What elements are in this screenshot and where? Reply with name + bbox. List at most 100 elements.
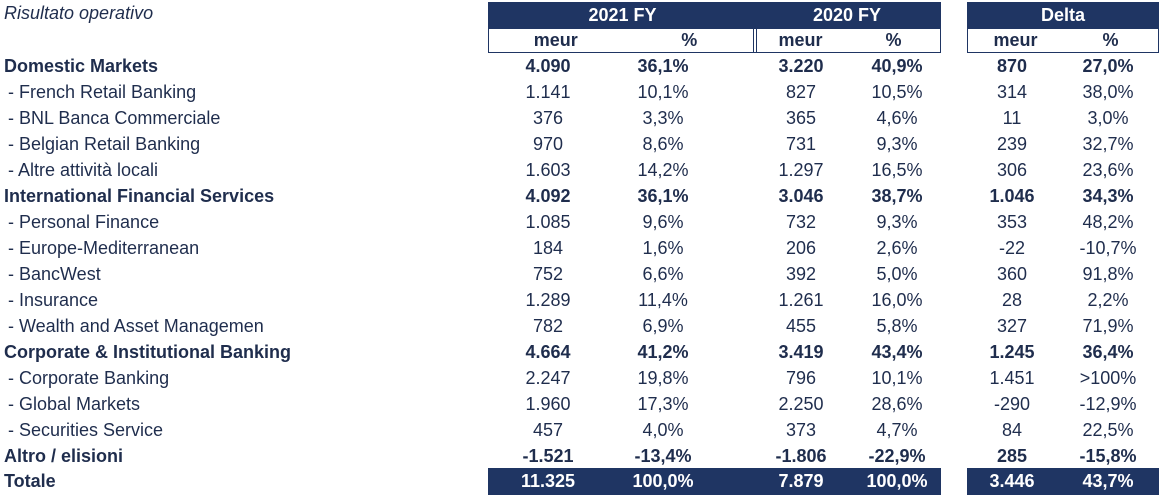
cell-pct: 16,0% <box>871 290 923 310</box>
cell-pct: 16,5% <box>871 160 923 180</box>
cell-pct: 4,6% <box>876 108 918 128</box>
cell-meur: 306 <box>996 160 1028 180</box>
cell-pct: 2,6% <box>876 238 918 258</box>
col-pct-2020: % <box>885 30 902 50</box>
cell-meur: 3.419 <box>778 342 824 362</box>
cell-pct: -15,8% <box>1079 446 1137 466</box>
cell-pct: 100,0% <box>866 471 928 491</box>
row-label: - Wealth and Asset Managemen <box>8 316 264 336</box>
cell-meur: 1.297 <box>778 160 824 180</box>
cell-meur: 3.446 <box>989 471 1035 491</box>
row-label: International Financial Services <box>4 186 275 206</box>
section-row: Domestic Markets 4.090 36,1% 3.220 40,9% 870 2… <box>0 53 1161 79</box>
cell-meur: 84 <box>1001 420 1023 440</box>
cell-meur: 28 <box>1001 290 1023 310</box>
table-row: - BNL Banca Commerciale 376 3,3% 365 4,6% 11 3… <box>0 105 1161 131</box>
cell-meur: 314 <box>996 82 1028 102</box>
cell-pct: 43,4% <box>871 342 923 362</box>
cell-meur: 752 <box>532 264 564 284</box>
row-label: - Global Markets <box>8 394 141 414</box>
cell-pct: 71,9% <box>1082 316 1134 336</box>
cell-pct: 38,0% <box>1082 82 1134 102</box>
cell-meur: -1.806 <box>775 446 827 466</box>
cell-meur: 392 <box>785 264 817 284</box>
table-row: - Corporate Banking 2.247 19,8% 796 10,1% 1.4… <box>0 365 1161 391</box>
row-label: Domestic Markets <box>4 56 159 76</box>
row-label: Totale <box>4 471 56 491</box>
col-pct-delta: % <box>1102 30 1119 50</box>
cell-pct: -22,9% <box>868 446 926 466</box>
header-2021-fy: 2021 FY <box>488 2 757 29</box>
row-label: - French Retail Banking <box>8 82 197 102</box>
col-meur-delta: meur <box>993 30 1038 50</box>
cell-meur: 731 <box>785 134 817 154</box>
section-row: Altro / elisioni -1.521 -13,4% -1.806 -22,9%… <box>0 443 1161 469</box>
cell-pct: 100,0% <box>632 471 694 491</box>
cell-pct: 34,3% <box>1082 186 1134 206</box>
cell-meur: 353 <box>996 212 1028 232</box>
table-row: - BancWest 752 6,6% 392 5,0% 360 91,8% <box>0 261 1161 287</box>
cell-meur: 1.085 <box>525 212 571 232</box>
cell-meur: 4.092 <box>525 186 571 206</box>
col-pct-2021: % <box>681 30 698 50</box>
cell-pct: -13,4% <box>634 446 692 466</box>
cell-meur: 239 <box>996 134 1028 154</box>
cell-meur: 1.451 <box>989 368 1035 388</box>
cell-meur: 970 <box>532 134 564 154</box>
row-label: - Insurance <box>8 290 99 310</box>
cell-pct: 91,8% <box>1082 264 1134 284</box>
cell-meur: 1.289 <box>525 290 571 310</box>
cell-meur: 3.220 <box>778 56 824 76</box>
cell-meur: 4.664 <box>525 342 571 362</box>
cell-pct: 32,7% <box>1082 134 1134 154</box>
col-meur-2020: meur <box>778 30 823 50</box>
cell-meur: 206 <box>785 238 817 258</box>
cell-pct: 28,6% <box>871 394 923 414</box>
row-label: - BNL Banca Commerciale <box>8 108 221 128</box>
header-delta: Delta <box>967 2 1159 29</box>
cell-pct: 5,0% <box>876 264 918 284</box>
cell-pct: 38,7% <box>871 186 923 206</box>
cell-meur: 376 <box>532 108 564 128</box>
cell-meur: 1.245 <box>989 342 1035 362</box>
total-bar-2020 <box>753 468 941 495</box>
cell-pct: 9,3% <box>876 212 918 232</box>
table-row: - Wealth and Asset Managemen 782 6,9% 455 5,… <box>0 313 1161 339</box>
cell-meur: 11 <box>1002 108 1022 128</box>
cell-meur: 457 <box>532 420 564 440</box>
cell-meur: 1.046 <box>989 186 1035 206</box>
cell-pct: 2,2% <box>1087 290 1129 310</box>
cell-meur: 782 <box>532 316 564 336</box>
cell-pct: 10,1% <box>871 368 923 388</box>
cell-pct: 48,2% <box>1082 212 1134 232</box>
cell-pct: 4,0% <box>642 420 684 440</box>
cell-pct: 43,7% <box>1082 471 1134 491</box>
row-label: - Europe-Mediterranean <box>8 238 200 258</box>
cell-pct: -12,9% <box>1079 394 1137 414</box>
table-row: - Belgian Retail Banking 970 8,6% 731 9,3% 23… <box>0 131 1161 157</box>
row-label: - BancWest <box>8 264 101 284</box>
cell-pct: 5,8% <box>876 316 918 336</box>
header-2020-fy: 2020 FY <box>753 2 941 29</box>
cell-meur: 796 <box>785 368 817 388</box>
cell-meur: 360 <box>996 264 1028 284</box>
cell-meur: 11.325 <box>520 471 576 491</box>
cell-pct: -10,7% <box>1079 238 1137 258</box>
cell-pct: 11,4% <box>638 290 688 310</box>
cell-pct: 36,1% <box>637 186 689 206</box>
cell-pct: 19,8% <box>637 368 689 388</box>
cell-pct: 10,1% <box>637 82 689 102</box>
row-label: - Belgian Retail Banking <box>8 134 201 154</box>
cell-pct: 22,5% <box>1082 420 1134 440</box>
table-title: Risultato operativo <box>4 3 154 23</box>
cell-pct: 9,6% <box>642 212 684 232</box>
section-row: International Financial Services 4.092 36,… <box>0 183 1161 209</box>
cell-pct: 27,0% <box>1082 56 1134 76</box>
row-label: Altro / elisioni <box>4 446 124 466</box>
cell-pct: 6,9% <box>642 316 684 336</box>
cell-meur: -290 <box>993 394 1031 414</box>
table-row: - Securities Service 457 4,0% 373 4,7% 84 22,5… <box>0 417 1161 443</box>
table-row: - Personal Finance 1.085 9,6% 732 9,3% 353 48,… <box>0 209 1161 235</box>
total-bar-2021 <box>488 468 757 495</box>
cell-pct: 17,3% <box>637 394 689 414</box>
